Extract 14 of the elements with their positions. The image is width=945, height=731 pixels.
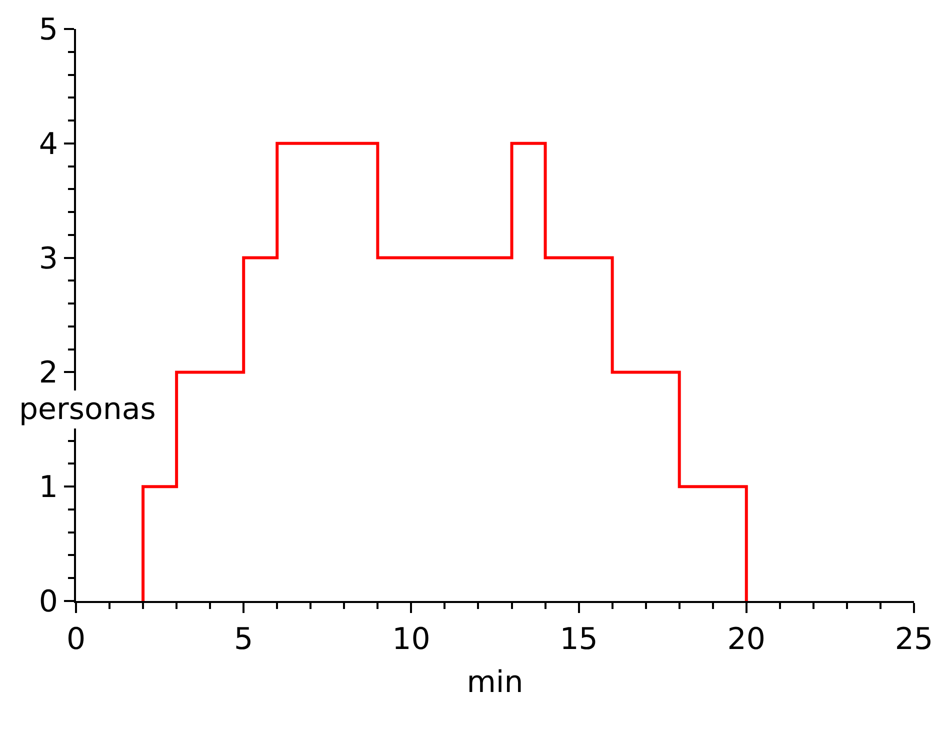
- x-tick-label: 25: [894, 622, 934, 657]
- y-tick-label: 2: [38, 356, 58, 391]
- x-tick-label: 20: [727, 622, 766, 657]
- x-tick-label: 5: [234, 622, 254, 657]
- y-tick-label: 4: [38, 126, 58, 162]
- y-tick-label: 1: [38, 470, 58, 506]
- x-axis-title: min: [466, 665, 524, 700]
- y-tick-label: 5: [38, 12, 58, 48]
- x-tick-label: 15: [560, 622, 598, 657]
- y-tick-label: 0: [38, 584, 58, 620]
- x-tick-label: 0: [66, 622, 86, 657]
- x-tick-label: 10: [392, 622, 430, 657]
- y-axis-title: personas: [19, 392, 156, 427]
- y-tick-label: 3: [38, 241, 58, 276]
